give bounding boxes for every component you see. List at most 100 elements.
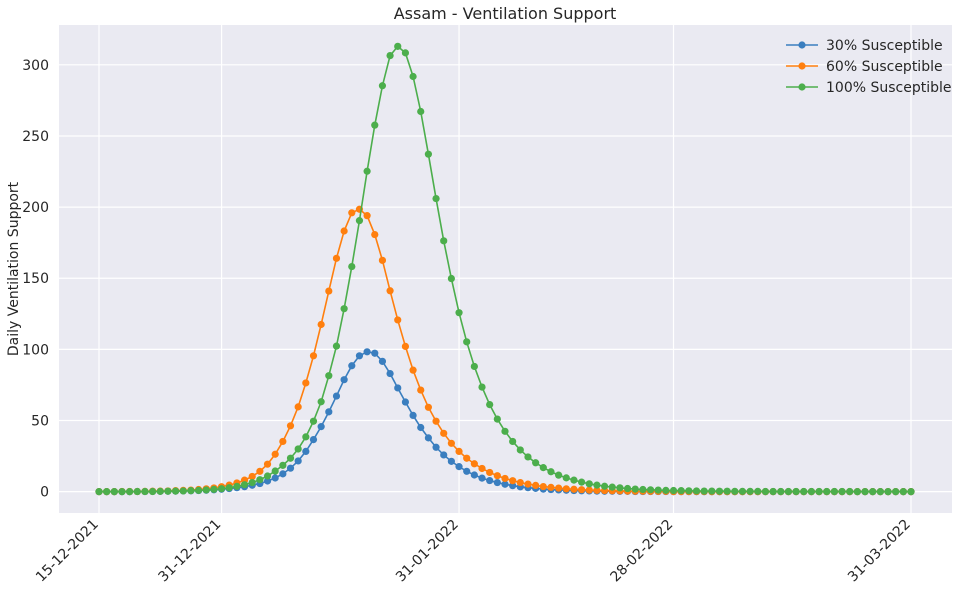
data-point <box>294 457 302 465</box>
data-point <box>179 487 187 495</box>
data-point <box>110 488 118 496</box>
data-point <box>570 485 578 493</box>
data-point <box>386 369 394 378</box>
data-point <box>217 485 226 493</box>
data-point <box>731 487 739 495</box>
data-point <box>478 474 486 482</box>
data-point <box>463 467 471 475</box>
data-point <box>325 372 333 380</box>
data-point <box>386 287 394 295</box>
data-point <box>103 488 111 496</box>
legend: 30% Susceptible 60% Susceptible 100% Susce… <box>786 38 952 96</box>
data-point <box>317 320 325 329</box>
data-point <box>240 481 249 489</box>
data-point <box>669 486 678 495</box>
data-point <box>509 437 517 446</box>
data-point <box>715 487 724 495</box>
data-point <box>141 487 149 496</box>
legend-item: 30% Susceptible <box>786 38 943 54</box>
legend-marker <box>798 62 806 70</box>
data-point <box>509 482 517 490</box>
data-point <box>570 476 578 484</box>
y-tick-label: 100 <box>22 342 49 358</box>
x-tick-label: 28-02-2022 <box>608 517 677 586</box>
data-point <box>271 474 279 482</box>
y-tick-label: 300 <box>22 58 49 74</box>
data-point <box>156 487 164 495</box>
data-point <box>478 464 486 473</box>
data-point <box>455 309 463 317</box>
data-point <box>532 481 540 489</box>
data-point <box>263 472 272 480</box>
y-tick-label: 250 <box>22 129 49 145</box>
data-point <box>248 478 256 487</box>
data-point <box>432 443 440 451</box>
data-point <box>516 478 524 487</box>
data-point <box>555 484 563 492</box>
data-point <box>685 487 693 495</box>
data-point <box>470 362 478 371</box>
data-point <box>853 488 861 496</box>
data-point <box>263 460 272 468</box>
data-point <box>286 464 295 472</box>
data-point <box>401 398 410 406</box>
series-3 <box>95 42 915 496</box>
data-point <box>394 316 402 324</box>
data-point <box>424 434 432 442</box>
data-point <box>440 237 448 245</box>
legend-item: 100% Susceptible <box>786 80 952 96</box>
data-point <box>486 468 494 477</box>
data-point <box>279 470 287 478</box>
data-point <box>432 417 440 425</box>
data-point <box>302 447 310 455</box>
data-point <box>95 488 103 496</box>
data-point <box>187 487 195 495</box>
data-point <box>478 383 486 391</box>
data-point <box>355 352 364 360</box>
x-tick-labels: 15-12-2021 31-12-2021 31-01-2022 28-02-2022… <box>33 517 914 586</box>
data-point <box>133 487 141 496</box>
data-point <box>830 487 839 496</box>
legend-marker <box>798 41 806 49</box>
data-point <box>769 487 777 496</box>
legend-label: 30% Susceptible <box>826 38 943 54</box>
data-point <box>332 254 341 262</box>
data-point <box>440 451 448 459</box>
data-point <box>363 212 371 220</box>
data-point <box>340 376 348 384</box>
data-point <box>501 474 509 483</box>
data-point <box>417 107 425 116</box>
data-point <box>424 403 432 411</box>
data-point <box>899 488 907 496</box>
data-point <box>202 486 210 494</box>
data-point <box>470 460 478 468</box>
data-point <box>493 478 501 487</box>
data-point <box>654 486 662 494</box>
data-point <box>371 230 379 239</box>
data-point <box>348 362 356 370</box>
data-point <box>340 305 348 313</box>
data-point <box>876 488 884 496</box>
data-point <box>470 471 478 479</box>
x-tick-label: 31-01-2022 <box>393 517 462 586</box>
data-point <box>585 480 593 488</box>
data-point <box>846 487 854 496</box>
data-point <box>263 477 272 485</box>
data-point <box>578 486 586 494</box>
data-point <box>332 392 341 400</box>
data-point <box>348 209 356 217</box>
data-point <box>838 487 846 496</box>
data-point <box>455 447 463 455</box>
data-point <box>325 408 333 416</box>
data-point <box>447 274 455 283</box>
data-point <box>700 487 708 495</box>
data-point <box>348 262 356 271</box>
series-group <box>95 42 915 496</box>
data-point <box>225 484 233 492</box>
data-point <box>807 487 816 496</box>
data-point <box>371 349 379 357</box>
data-point <box>271 467 279 475</box>
data-point <box>907 488 915 496</box>
data-point <box>302 433 310 441</box>
plot-background <box>59 25 952 513</box>
